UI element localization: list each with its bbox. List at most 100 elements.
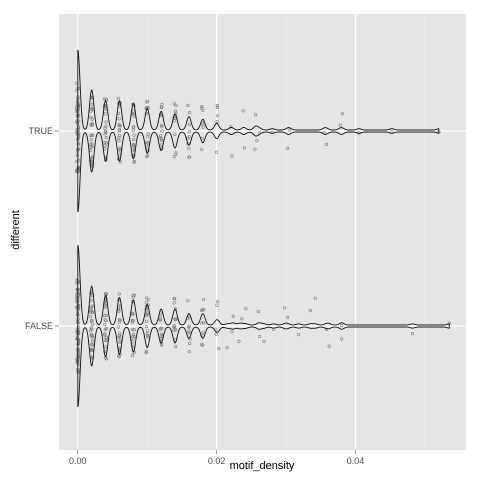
data-point [324, 142, 329, 146]
data-point [117, 139, 121, 143]
data-point [117, 335, 121, 339]
data-point [76, 142, 81, 146]
data-point [104, 338, 108, 343]
data-point [187, 350, 191, 354]
data-point [116, 96, 120, 101]
data-point [76, 294, 80, 298]
data-point [90, 293, 95, 298]
data-point [103, 132, 107, 136]
data-point [90, 156, 94, 160]
data-point [172, 301, 176, 305]
data-point [104, 327, 109, 331]
data-point [255, 139, 259, 143]
data-point [174, 328, 178, 332]
data-point [160, 332, 164, 336]
data-point [215, 303, 219, 307]
data-point [89, 326, 93, 330]
data-point [118, 331, 122, 335]
data-point [187, 155, 192, 159]
data-point [91, 322, 95, 326]
data-point [202, 297, 206, 302]
data-point [75, 279, 79, 283]
data-point [297, 333, 301, 337]
data-point [104, 313, 108, 317]
data-point [103, 332, 107, 336]
data-point [340, 112, 345, 116]
data-point [132, 137, 136, 142]
data-point [201, 343, 205, 347]
data-point [214, 150, 218, 154]
data-point [103, 305, 107, 309]
data-point [187, 146, 191, 150]
data-point [89, 148, 93, 152]
data-point [104, 136, 108, 140]
data-point [159, 137, 163, 141]
data-point [90, 356, 95, 360]
data-point [340, 337, 344, 341]
data-point [145, 99, 150, 104]
data-point [117, 117, 121, 121]
data-point [76, 165, 80, 169]
data-point [90, 122, 95, 126]
data-point [144, 300, 148, 304]
data-point [90, 96, 95, 100]
data-point [89, 134, 93, 138]
data-point [144, 111, 149, 116]
data-point [130, 320, 134, 325]
data-point [285, 315, 290, 320]
plot-background [59, 14, 466, 450]
data-point [104, 141, 108, 145]
data-point [117, 308, 121, 312]
data-point [144, 325, 148, 329]
data-point [158, 318, 162, 323]
data-point [76, 107, 80, 111]
data-point [200, 147, 204, 151]
data-point [173, 109, 178, 113]
data-point [90, 304, 94, 308]
data-point [89, 315, 93, 319]
data-point [117, 129, 121, 133]
data-point [172, 328, 176, 333]
data-point [173, 297, 177, 301]
data-point [103, 345, 108, 349]
data-point [324, 327, 329, 332]
x-axis-title: motif_density [230, 460, 295, 472]
data-point [118, 340, 122, 344]
data-point [102, 97, 107, 101]
data-point [131, 332, 136, 337]
data-point [131, 337, 135, 341]
data-point [131, 354, 135, 358]
data-point [90, 339, 94, 343]
data-point [90, 327, 94, 331]
data-point [216, 114, 220, 118]
data-point [104, 335, 108, 339]
data-point [145, 333, 150, 338]
data-point [230, 330, 234, 334]
data-point [116, 325, 121, 329]
data-point [215, 105, 220, 109]
data-point [187, 110, 192, 115]
data-point [145, 312, 149, 317]
axes: 0.00 0.02 0.04 TRUE FALSE [25, 126, 364, 466]
data-point [215, 103, 219, 108]
x-tick-label: 0.04 [347, 456, 365, 466]
data-point [131, 312, 135, 316]
data-point [187, 130, 191, 134]
data-point [144, 351, 148, 355]
data-point [90, 103, 94, 107]
data-point [146, 297, 150, 302]
data-point [131, 293, 135, 297]
data-point [89, 145, 93, 149]
data-point [131, 334, 135, 339]
data-point [241, 109, 245, 113]
data-point [76, 351, 80, 355]
data-point [186, 299, 190, 303]
data-point [89, 106, 94, 111]
data-point [75, 300, 79, 305]
data-point [200, 342, 204, 347]
data-point [131, 112, 136, 116]
data-point [103, 140, 107, 145]
data-point [225, 346, 229, 350]
data-point [117, 123, 121, 127]
data-point [144, 319, 149, 323]
